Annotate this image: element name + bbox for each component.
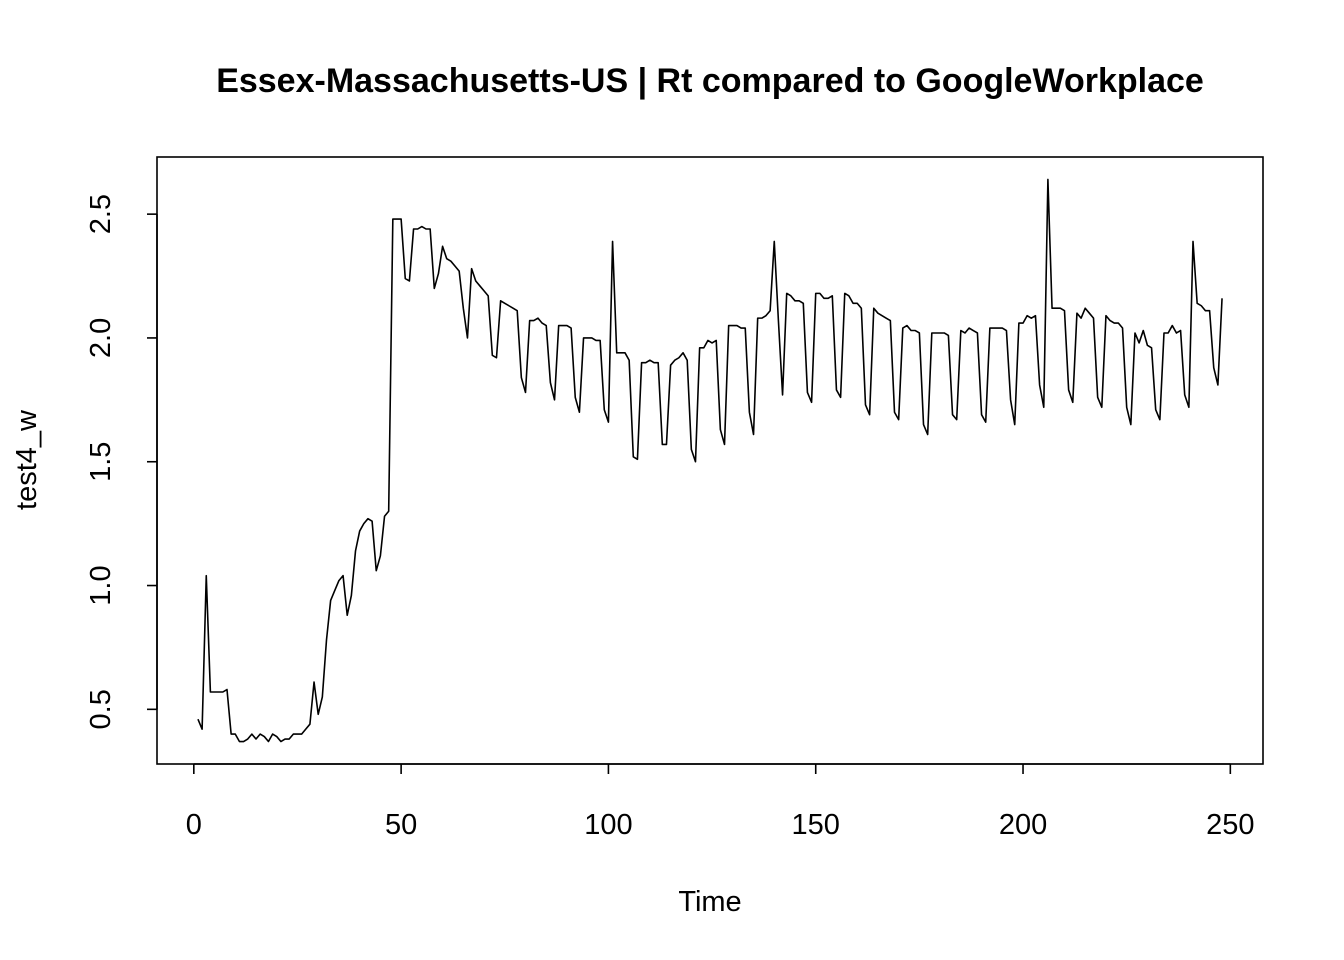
x-axis: 0 50 100 150 200 250 [186,763,1255,841]
x-axis-label: Time [678,886,741,918]
y-axis-label: test4_w [11,409,43,510]
x-tick-label: 50 [385,809,417,841]
series-layer [197,178,1223,743]
y-tick-label: 1.0 [85,565,117,605]
y-axis: 0.5 1.0 1.5 2.0 2.5 [85,194,158,729]
x-tick-label: 200 [999,809,1047,841]
y-tick-label: 0.5 [85,689,117,729]
y-tick-label: 1.5 [85,442,117,482]
chart-title: Essex-Massachusetts-US | Rt compared to … [216,62,1204,100]
x-tick-label: 0 [186,809,202,841]
plot-frame [156,156,1264,765]
y-tick-label: 2.5 [85,194,117,234]
series-line [197,178,1223,743]
x-tick-label: 100 [584,809,632,841]
x-tick-label: 150 [792,809,840,841]
x-tick-label: 250 [1206,809,1254,841]
y-tick-label: 2.0 [85,318,117,358]
